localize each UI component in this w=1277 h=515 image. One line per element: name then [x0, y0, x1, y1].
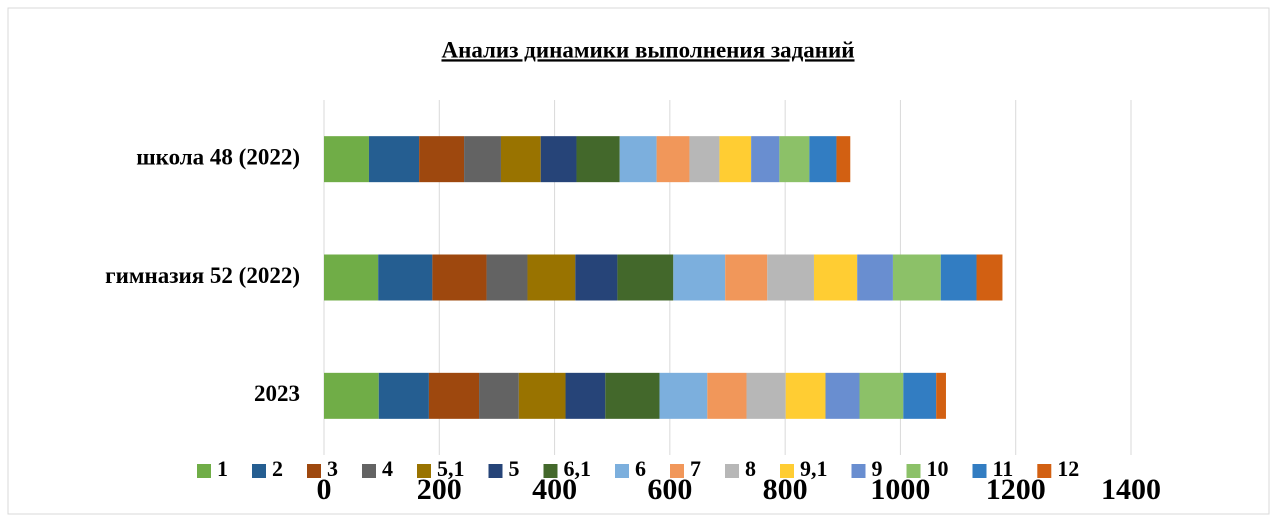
legend-label: 2	[272, 456, 283, 481]
x-tick-label: 1000	[870, 473, 930, 506]
legend-swatch	[417, 464, 431, 478]
legend-swatch	[780, 464, 794, 478]
bar-segment	[428, 372, 480, 419]
legend-label: 11	[993, 456, 1014, 481]
bar-segment	[940, 254, 977, 301]
legend-swatch	[615, 464, 629, 478]
bar-segment	[825, 372, 860, 419]
bar-segment	[746, 372, 786, 419]
legend-label: 9	[872, 456, 883, 481]
legend-label: 12	[1057, 456, 1079, 481]
bar-segment	[859, 372, 904, 419]
bar-segment	[892, 254, 941, 301]
bar-segment	[767, 254, 814, 301]
legend-swatch	[851, 464, 866, 478]
bar-segment	[936, 372, 946, 419]
legend-swatch	[197, 464, 211, 478]
bar-segment	[500, 136, 541, 183]
x-tick-label: 400	[532, 473, 577, 506]
x-tick-label: 1200	[986, 473, 1046, 506]
y-tick-label: гимназия 52 (2022)	[105, 263, 300, 288]
bar-segment	[432, 254, 487, 301]
bar-segment	[656, 136, 690, 183]
bar-segment	[857, 254, 893, 301]
bar-segment	[719, 136, 752, 183]
bar-segment	[518, 372, 566, 419]
x-tick-label: 600	[647, 473, 692, 506]
bar-segment	[324, 136, 369, 183]
legend-label: 5,1	[437, 456, 465, 481]
y-tick-label: школа 48 (2022)	[136, 144, 300, 169]
legend-label: 6	[635, 456, 646, 481]
legend-swatch	[488, 464, 503, 478]
bar-segment	[809, 136, 837, 183]
bar-segment	[725, 254, 768, 301]
bar-segment	[903, 372, 937, 419]
legend-label: 6,1	[564, 456, 592, 481]
legend-label: 3	[327, 456, 338, 481]
legend-swatch	[362, 464, 376, 478]
legend-swatch	[670, 464, 684, 478]
bar-segment	[689, 136, 720, 183]
bar-segment	[527, 254, 576, 301]
bar-segment	[464, 136, 501, 183]
bar-segment	[659, 372, 708, 419]
legend-label: 7	[690, 456, 701, 481]
bar-segment	[707, 372, 747, 419]
x-tick-label: 200	[417, 473, 462, 506]
legend-swatch	[252, 464, 266, 478]
bar-segment	[378, 254, 433, 301]
legend-swatch	[307, 464, 321, 478]
bar-segment	[486, 254, 528, 301]
legend-swatch	[1037, 464, 1052, 478]
bar-segment	[540, 136, 577, 183]
bar-segment	[836, 136, 851, 183]
bar-segment	[605, 372, 660, 419]
legend-swatch	[906, 464, 921, 478]
legend-label: 8	[745, 456, 756, 481]
legend-label: 9,1	[800, 456, 828, 481]
bar-segment	[565, 372, 606, 419]
bar-segment	[419, 136, 465, 183]
bar-segment	[378, 372, 429, 419]
bar-segment	[575, 254, 618, 301]
legend-label: 5	[509, 456, 520, 481]
bar-segment	[785, 372, 826, 419]
bar-segment	[479, 372, 519, 419]
y-tick-label: 2023	[254, 381, 300, 406]
x-tick-label: 1400	[1101, 473, 1161, 506]
legend-label: 4	[382, 456, 393, 481]
legend-swatch	[725, 464, 739, 478]
bar-segment	[619, 136, 657, 183]
legend-swatch	[543, 464, 558, 478]
legend-swatch	[972, 464, 987, 478]
x-tick-label: 0	[317, 473, 332, 506]
legend-label: 1	[217, 456, 228, 481]
bar-segment	[324, 254, 379, 301]
bar-segment	[368, 136, 420, 183]
bar-segment	[617, 254, 674, 301]
bar-segment	[751, 136, 780, 183]
x-tick-label: 800	[763, 473, 808, 506]
chart-title: Анализ динамики выполнения заданий	[441, 37, 854, 62]
bar-segment	[324, 372, 379, 419]
legend-label: 10	[927, 456, 949, 481]
bar-segment	[576, 136, 620, 183]
bar-segment	[779, 136, 810, 183]
bar-segment	[976, 254, 1003, 301]
bar-segment	[813, 254, 858, 301]
bar-segment	[673, 254, 726, 301]
